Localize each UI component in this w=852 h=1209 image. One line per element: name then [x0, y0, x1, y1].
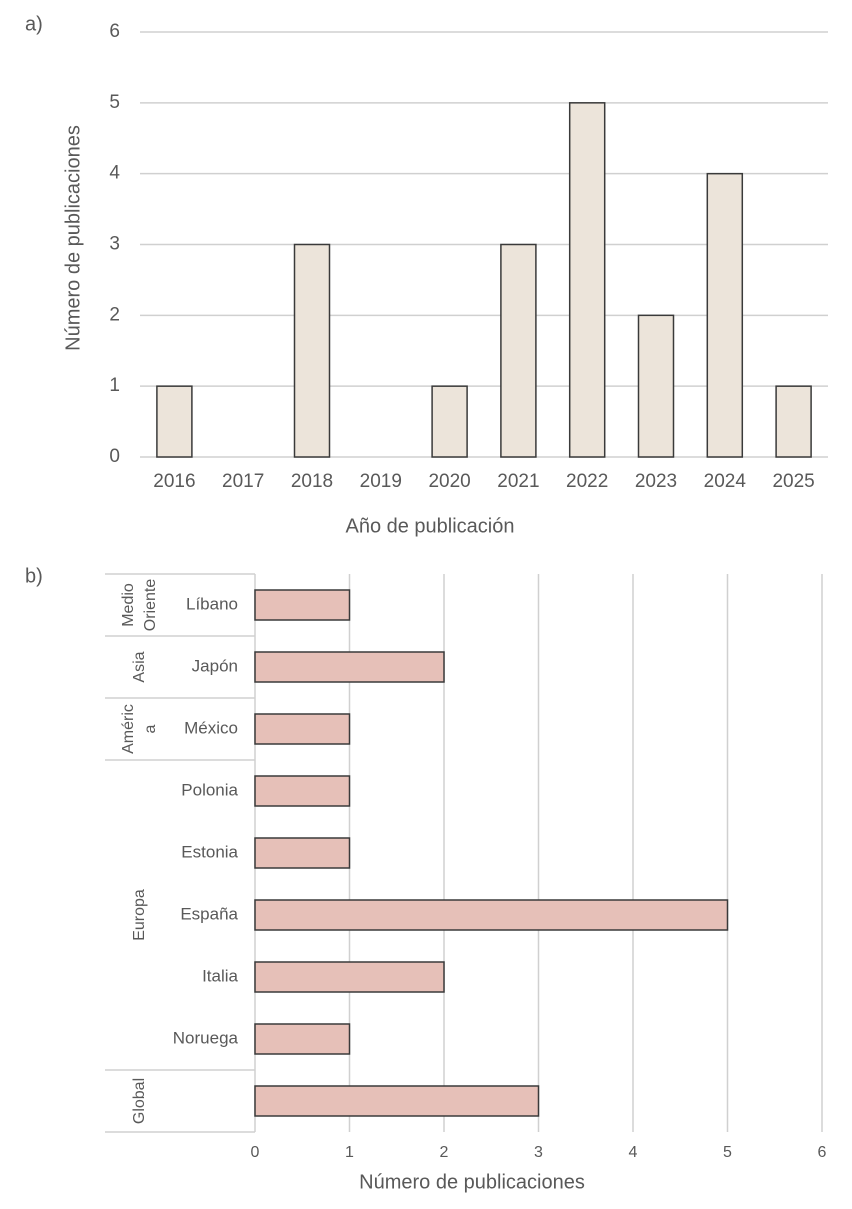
- bar: [775, 385, 812, 458]
- y-axis-title: Número de publicaciones: [62, 125, 84, 351]
- bar: [254, 837, 351, 869]
- y-tick-label: 5: [109, 92, 120, 113]
- group-label: Global: [131, 1078, 148, 1124]
- x-tick-label: 2021: [497, 471, 539, 492]
- x-tick-label: 2024: [704, 471, 747, 492]
- x-tick-label: 2025: [772, 471, 814, 492]
- bar: [431, 385, 468, 458]
- bar: [706, 172, 744, 458]
- x-tick-label: 2017: [222, 471, 264, 492]
- y-tick-label: Japón: [192, 656, 238, 675]
- bar: [568, 102, 606, 458]
- y-tick-label: 1: [109, 375, 120, 396]
- y-tick-label: México: [184, 718, 238, 737]
- x-tick-label: 2: [440, 1144, 449, 1161]
- bar: [254, 1023, 351, 1055]
- y-tick-label: 0: [109, 446, 120, 467]
- x-tick-label: 2022: [566, 471, 608, 492]
- group-label: Asia: [131, 651, 148, 682]
- y-tick-label: Líbano: [186, 594, 238, 613]
- x-axis-title: Año de publicación: [345, 515, 514, 537]
- panel-label: b): [25, 565, 43, 587]
- x-tick-label: 4: [629, 1144, 638, 1161]
- group-label: Europa: [131, 889, 148, 941]
- group-label: Améric: [120, 704, 137, 754]
- group-label: Oriente: [142, 579, 159, 632]
- bar: [254, 1085, 540, 1117]
- bar: [293, 243, 331, 458]
- x-tick-label: 2019: [360, 471, 402, 492]
- y-tick-label: Noruega: [173, 1028, 239, 1047]
- bar: [254, 775, 351, 807]
- x-tick-label: 2023: [635, 471, 677, 492]
- x-tick-label: 0: [251, 1144, 260, 1161]
- x-tick-label: 2018: [291, 471, 333, 492]
- y-tick-label: 4: [109, 163, 120, 184]
- group-label: Medio: [120, 583, 137, 627]
- panel-label: a): [25, 13, 43, 35]
- bar: [500, 243, 537, 458]
- bar: [254, 899, 729, 931]
- x-tick-label: 2020: [428, 471, 470, 492]
- bar: [156, 385, 193, 458]
- x-tick-label: 5: [723, 1144, 732, 1161]
- group-label: a: [142, 724, 159, 733]
- x-tick-label: 1: [345, 1144, 354, 1161]
- y-tick-label: Italia: [202, 966, 238, 985]
- bar: [254, 961, 445, 993]
- y-tick-label: 6: [109, 21, 120, 42]
- x-tick-label: 2016: [153, 471, 195, 492]
- bar: [254, 651, 445, 683]
- y-tick-label: Estonia: [181, 842, 238, 861]
- y-tick-label: 2: [109, 304, 120, 325]
- bar: [254, 713, 351, 745]
- y-tick-label: 3: [109, 234, 120, 255]
- x-tick-label: 3: [534, 1144, 543, 1161]
- x-axis-title: Número de publicaciones: [359, 1171, 585, 1193]
- y-tick-label: España: [180, 904, 238, 923]
- bar: [254, 589, 351, 621]
- bar: [637, 314, 675, 458]
- x-tick-label: 6: [818, 1144, 827, 1161]
- y-tick-label: Polonia: [181, 780, 238, 799]
